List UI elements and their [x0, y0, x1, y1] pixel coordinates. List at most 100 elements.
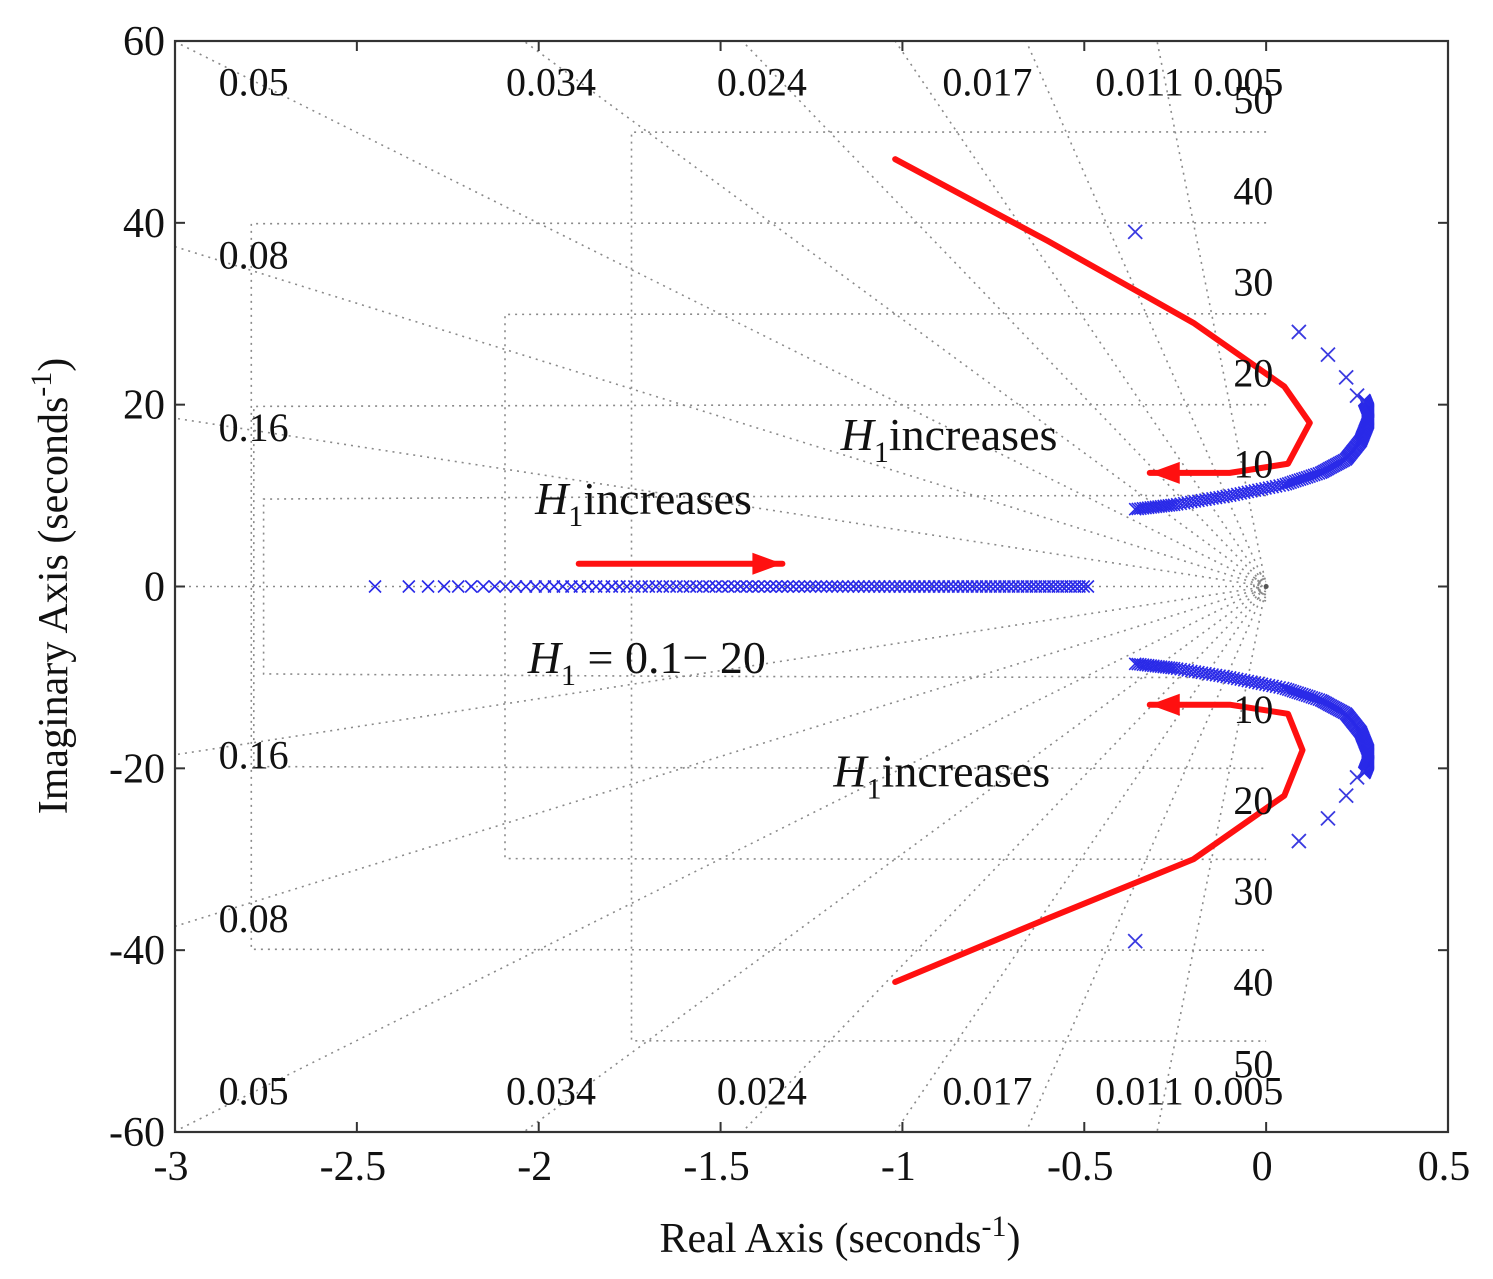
pole-x	[1077, 579, 1091, 594]
pole-x	[937, 579, 951, 594]
pole-x	[877, 579, 892, 594]
pole-marker	[786, 579, 800, 594]
pole-x	[898, 579, 912, 594]
pole-marker	[932, 579, 946, 594]
y-tick-label: 0	[144, 565, 165, 611]
pole-marker	[715, 579, 729, 594]
y-tick-label: 60	[123, 19, 165, 65]
pole-x	[1293, 686, 1307, 700]
pole-marker	[421, 579, 435, 594]
pole-x	[683, 579, 697, 594]
pole-marker	[898, 579, 912, 594]
damping-label: 0.011	[1095, 1069, 1184, 1114]
arrow-head-upper	[1149, 461, 1180, 484]
pole-x	[1305, 469, 1319, 483]
pole-marker	[509, 579, 523, 594]
pole-marker	[917, 579, 931, 594]
pole-x	[727, 579, 741, 594]
pole-marker	[798, 579, 812, 594]
pole-x	[476, 579, 490, 594]
direction-arrows	[575, 156, 1313, 985]
pole-marker	[696, 579, 710, 594]
pole-marker	[1286, 475, 1300, 489]
pole-x	[792, 579, 806, 594]
pole-marker	[1338, 787, 1354, 804]
pole-x	[942, 579, 956, 594]
pole-x	[752, 579, 766, 594]
pole-x	[903, 579, 917, 594]
pole-marker	[752, 579, 766, 594]
origin-arc	[1253, 571, 1267, 602]
pole-x	[1320, 347, 1336, 363]
pole-marker	[1127, 224, 1143, 240]
pole-marker	[1127, 933, 1143, 949]
pole-x	[1291, 686, 1305, 700]
pole-marker	[803, 579, 817, 594]
damping-ray	[174, 40, 1267, 588]
pole-x	[882, 579, 897, 594]
pole-marker	[1281, 683, 1295, 697]
pole-x	[1127, 224, 1143, 240]
pole-x	[984, 579, 998, 594]
pole-marker	[1307, 691, 1321, 705]
pole-marker	[763, 579, 777, 594]
pole-marker	[893, 579, 907, 594]
h-symbol: H	[832, 746, 869, 797]
pole-marker	[1291, 473, 1305, 487]
damping-label: 0.017	[942, 60, 1032, 105]
pole-x	[1288, 685, 1302, 699]
pole-x	[676, 579, 690, 594]
frequency-label: 30	[1233, 260, 1273, 305]
pole-x	[932, 579, 946, 594]
pole-x	[979, 579, 993, 594]
h1-range-label: H1 = 0.1− 20	[527, 632, 766, 692]
sgrid	[174, 40, 1269, 1133]
pole-x	[820, 579, 834, 594]
pole-marker	[836, 579, 850, 594]
pole-x	[927, 579, 941, 594]
h1-increases-label: H1increases	[840, 409, 1058, 469]
pole-x	[709, 579, 723, 594]
pole-x	[769, 579, 783, 594]
pole-x	[775, 579, 789, 594]
damping-ray	[741, 40, 1267, 588]
pole-marker	[907, 579, 922, 594]
pole-marker	[499, 579, 513, 594]
pole-marker	[809, 579, 823, 594]
pole-marker	[702, 579, 716, 594]
pole-x	[669, 579, 684, 594]
pole-marker	[965, 579, 979, 594]
damping-ray	[174, 245, 1267, 588]
y-tick-label: -20	[109, 746, 165, 792]
pole-x	[733, 579, 748, 594]
damping-ray	[741, 585, 1267, 1133]
pole-x	[402, 579, 416, 594]
pole-x	[893, 579, 907, 594]
origin-dot	[1263, 584, 1269, 589]
pole-x	[1284, 683, 1298, 697]
pole-marker	[1349, 387, 1365, 404]
pole-x	[437, 579, 451, 594]
pole-marker	[746, 579, 760, 594]
y-tick-label: 40	[123, 201, 165, 247]
increases-word: increases	[889, 409, 1058, 460]
frequency-label: 40	[1233, 960, 1273, 1005]
pole-marker	[1293, 686, 1307, 700]
pole-marker	[757, 579, 772, 594]
pole-x	[1302, 689, 1317, 704]
pole-x	[368, 579, 382, 594]
pole-marker	[979, 579, 993, 594]
pole-x	[960, 579, 975, 594]
damping-label: 0.16	[219, 732, 289, 777]
pole-marker	[519, 579, 533, 594]
arrow-head-real	[752, 552, 783, 575]
pole-x	[951, 579, 965, 594]
pole-marker	[1300, 689, 1314, 703]
increases-word: increases	[882, 746, 1051, 797]
pole-marker	[683, 579, 697, 594]
damping-label: 0.034	[506, 60, 596, 105]
pole-marker	[1298, 471, 1312, 485]
damping-label: 0.16	[219, 405, 289, 450]
